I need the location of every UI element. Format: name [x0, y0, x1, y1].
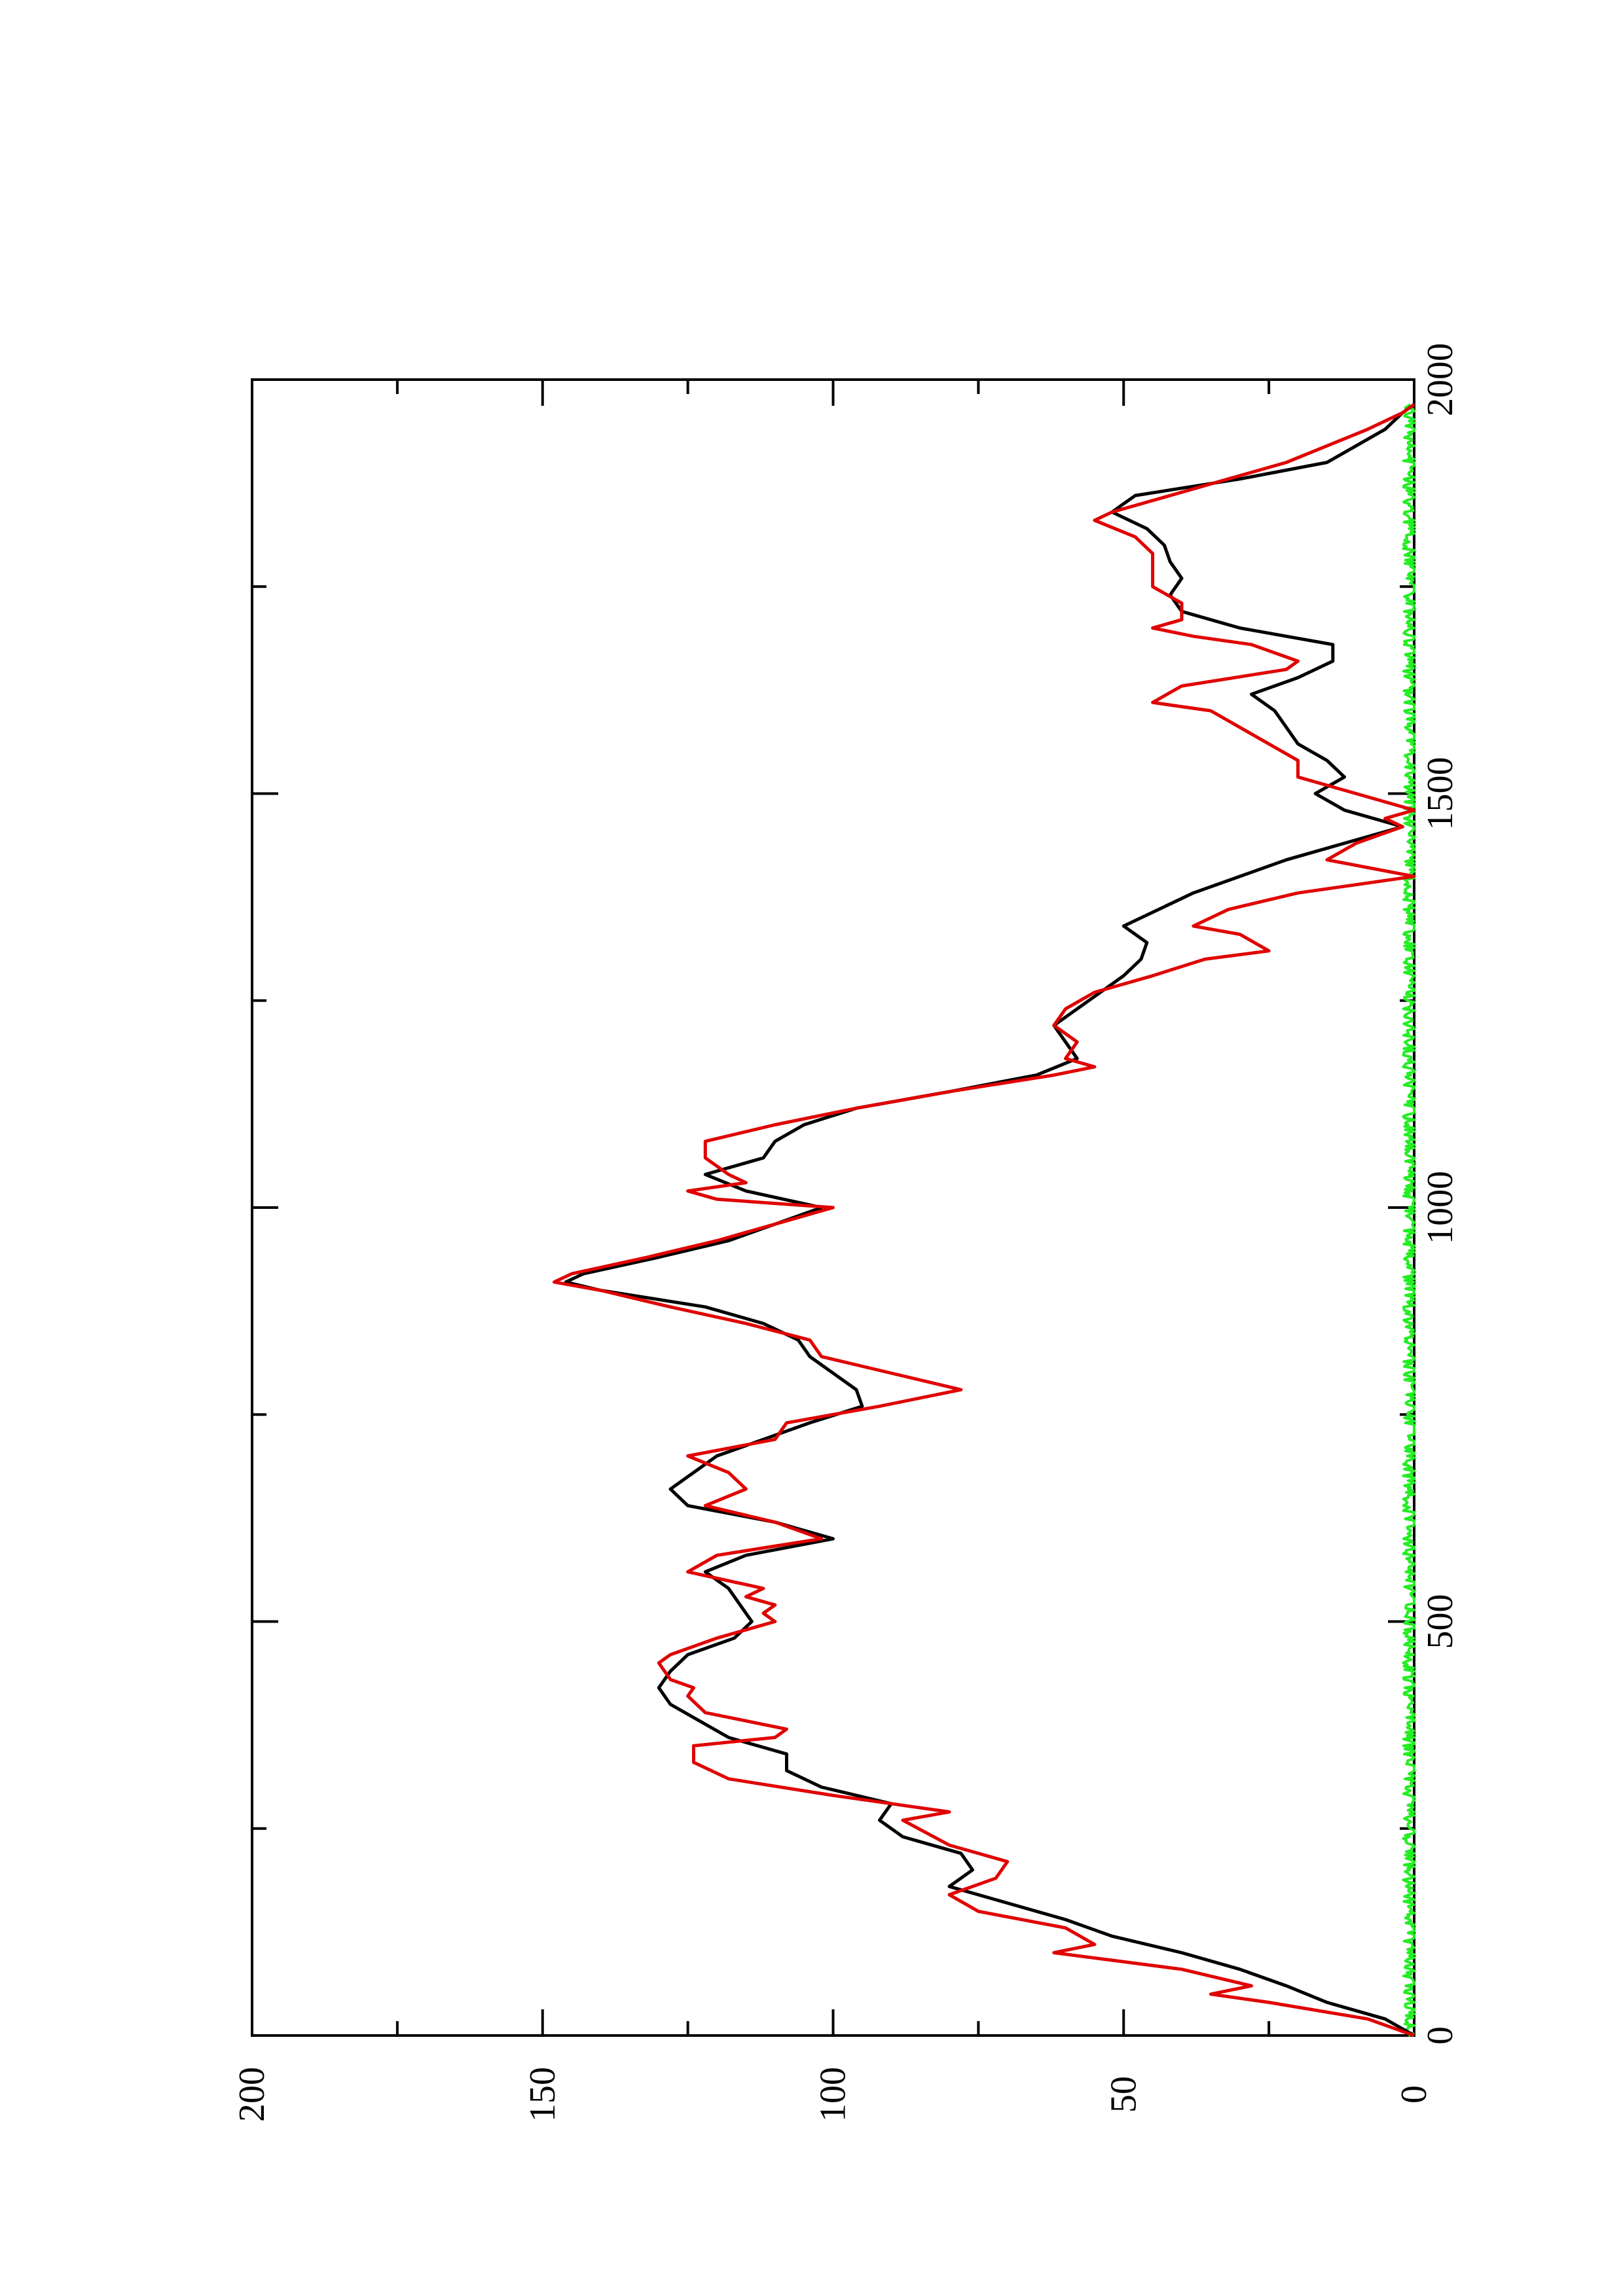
series-line-2 [1402, 403, 1415, 2037]
y-tick-label: 0 [1394, 2085, 1434, 2104]
y-tick-label: 200 [232, 2067, 272, 2122]
series-lines [553, 403, 1416, 2037]
x-tick-label: 0 [1420, 2026, 1461, 2045]
x-tick-label: 2000 [1420, 343, 1461, 416]
x-tick-label: 1500 [1420, 757, 1461, 831]
series-line-1 [553, 403, 1416, 2037]
y-tick-label: 150 [522, 2067, 563, 2122]
y-tick-label: 100 [813, 2067, 854, 2122]
y-tick-label: 50 [1103, 2076, 1144, 2113]
series-line-0 [564, 403, 1415, 2037]
x-tick-label: 1000 [1420, 1171, 1461, 1244]
x-tick-label: 500 [1420, 1594, 1461, 1649]
tick-labels: 0 500 1000 1500 2000 0 50 100 150 200 [232, 343, 1461, 2122]
